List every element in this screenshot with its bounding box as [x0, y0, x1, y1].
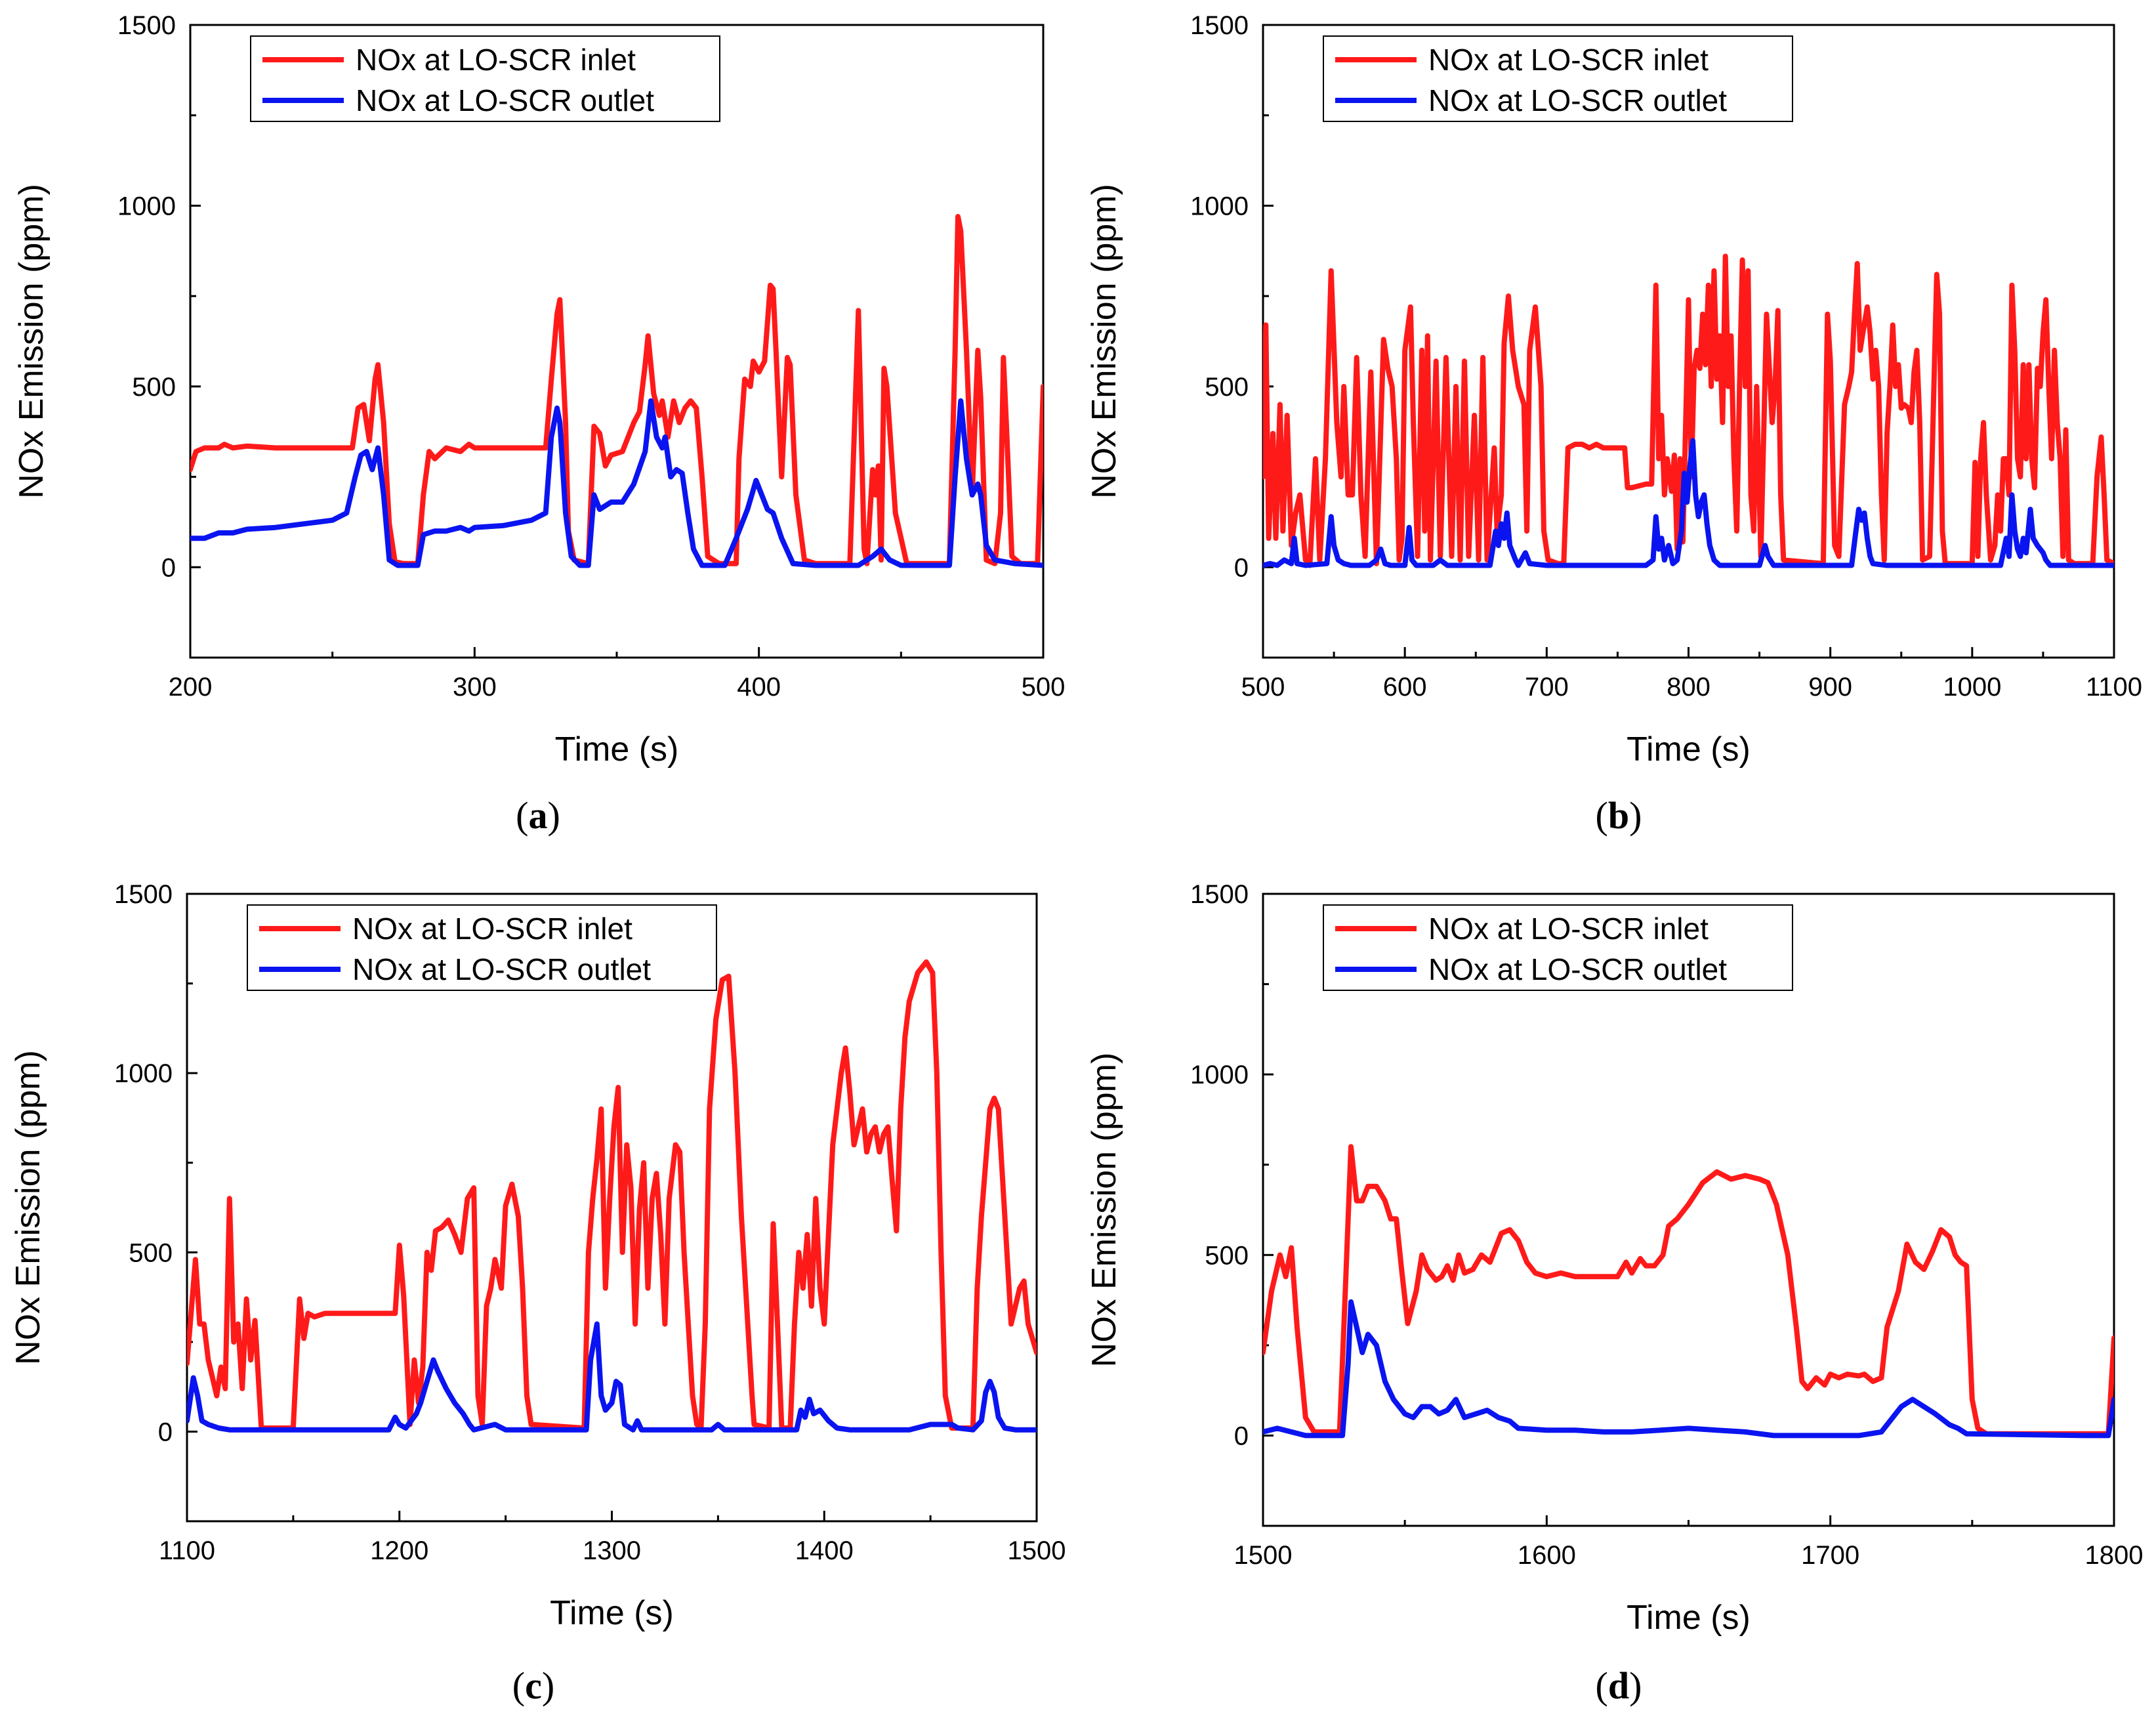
y-tick-label: 1500 [114, 880, 173, 909]
x-tick-label: 1200 [370, 1536, 428, 1565]
legend-label: NOx at LO-SCR outlet [356, 83, 654, 117]
y-axis-title: NOx Emission (ppm) [12, 184, 51, 499]
x-tick-label: 1100 [159, 1536, 215, 1565]
x-axis-title: Time (s) [555, 730, 679, 768]
y-tick-label: 0 [1234, 553, 1249, 582]
x-tick-label: 1500 [1008, 1536, 1066, 1565]
legend-label: NOx at LO-SCR inlet [1428, 43, 1709, 77]
panel-caption: (a) [516, 794, 560, 837]
legend-label: NOx at LO-SCR outlet [1428, 952, 1727, 986]
legend-label: NOx at LO-SCR inlet [352, 912, 632, 946]
y-tick-label: 1500 [1190, 11, 1249, 40]
y-tick-label: 0 [161, 553, 176, 582]
x-tick-label: 500 [1022, 673, 1066, 702]
series-line-inlet [187, 959, 1037, 1431]
y-tick-label: 500 [132, 373, 176, 402]
y-tick-label: 1000 [1190, 1061, 1249, 1089]
y-axis-title: NOx Emission (ppm) [1085, 1053, 1123, 1368]
legend-box [250, 35, 720, 122]
y-tick-label: 500 [129, 1238, 173, 1267]
panel-caption: (d) [1596, 1664, 1642, 1707]
y-tick-label: 1500 [1190, 880, 1249, 909]
x-tick-label: 800 [1667, 673, 1710, 702]
x-tick-label: 1700 [1801, 1541, 1859, 1570]
legend-box [1323, 904, 1793, 991]
y-tick-label: 1000 [117, 192, 176, 221]
series-line-outlet [190, 398, 1043, 568]
x-tick-label: 1100 [2086, 673, 2142, 702]
legend-label: NOx at LO-SCR outlet [1428, 83, 1727, 117]
x-tick-label: 500 [1241, 673, 1285, 702]
x-tick-label: 200 [169, 673, 213, 702]
y-tick-label: 1000 [1190, 192, 1249, 221]
series-line-outlet [1263, 438, 2114, 568]
chart-panel-c: 1100 1200 1300 1400 1500 0 500 1000 1500 NOx at L… [9, 880, 1066, 1707]
panel-caption: (b) [1596, 794, 1642, 837]
chart-panel-b: 500 600 700 800 900 1000 1100 0 500 1000 1500 NOx a… [1085, 11, 2142, 837]
x-tick-label: 1300 [583, 1536, 641, 1565]
series-line-outlet [1263, 1299, 2114, 1439]
x-tick-label: 900 [1808, 673, 1852, 702]
x-tick-label: 600 [1383, 673, 1427, 702]
legend-label: NOx at LO-SCR inlet [1428, 912, 1709, 946]
legend-box [247, 904, 717, 991]
x-tick-label: 1400 [795, 1536, 854, 1565]
x-axis-title: Time (s) [550, 1594, 674, 1632]
series-line-inlet [190, 214, 1043, 566]
x-tick-label: 1500 [1234, 1541, 1293, 1570]
x-tick-label: 1000 [1943, 673, 2001, 702]
y-tick-label: 1500 [117, 11, 176, 40]
x-axis-title: Time (s) [1627, 1599, 1751, 1637]
x-tick-label: 400 [737, 673, 781, 702]
x-tick-label: 1600 [1518, 1541, 1576, 1570]
series-line-inlet [1263, 1144, 2114, 1437]
x-axis-title: Time (s) [1627, 730, 1751, 768]
panel-caption: (c) [512, 1664, 554, 1707]
chart-panel-a: 200 300 400 500 0 500 1000 1500 NOx at LO-SCR in… [12, 11, 1065, 837]
y-axis-title: NOx Emission (ppm) [9, 1050, 47, 1365]
x-tick-label: 300 [453, 673, 497, 702]
y-tick-label: 0 [1234, 1421, 1249, 1450]
x-tick-label: 1800 [2085, 1541, 2144, 1570]
chart-panel-d: 1500 1600 1700 1800 0 500 1000 1500 NOx at LO-SC… [1085, 880, 2143, 1707]
y-tick-label: 500 [1205, 1241, 1249, 1270]
x-tick-label: 700 [1525, 673, 1569, 702]
y-axis-title: NOx Emission (ppm) [1085, 184, 1123, 499]
legend-label: NOx at LO-SCR outlet [352, 952, 651, 986]
series-line-outlet [187, 1321, 1037, 1433]
y-tick-label: 0 [158, 1418, 173, 1446]
legend-box [1323, 35, 1793, 122]
y-tick-label: 500 [1205, 373, 1249, 402]
series-line-inlet [1263, 253, 2114, 568]
legend-label: NOx at LO-SCR inlet [356, 43, 636, 77]
y-tick-label: 1000 [114, 1059, 173, 1088]
